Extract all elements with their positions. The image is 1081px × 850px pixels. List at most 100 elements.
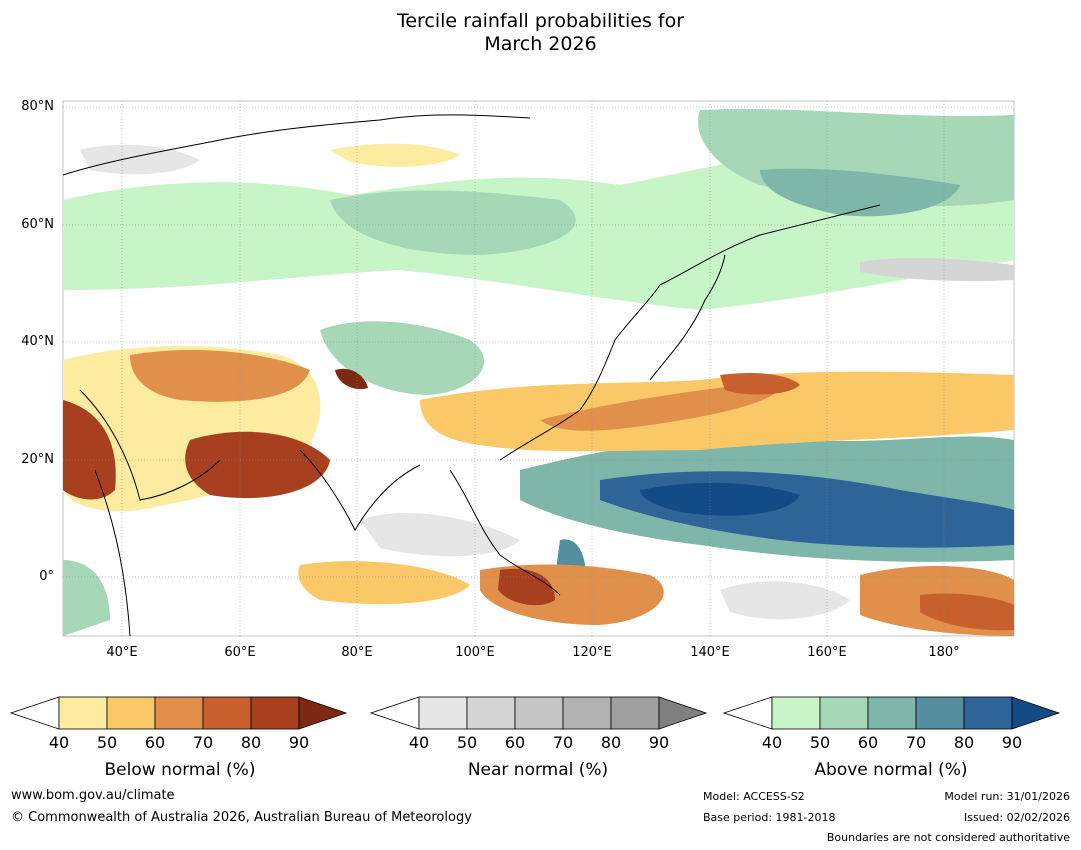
above-colorbar-tick: 90 [1001,733,1023,752]
coastline-japan [649,254,726,381]
title-line-1: Tercile rainfall probabilities for [396,10,685,32]
coastline-india [299,449,421,532]
near-colorbar-segment [514,696,564,730]
coastlines [62,114,881,637]
below-colorbar-min-arrow [10,696,60,730]
lon-label-60e: 60°E [224,645,256,660]
gridlines [63,101,1014,636]
near-colorbar-segment [562,696,612,730]
rainfall-probability-map [62,100,1015,637]
base-period-text: Base period: 1981-2018 [703,811,836,824]
near-colorbar-tick: 60 [504,733,526,752]
coastline-europe-russia [62,114,531,176]
above-colorbar-segment [867,696,917,730]
lon-label-180: 180° [928,645,960,660]
below-colorbar-tick: 80 [240,733,262,752]
coastline-arabia [79,389,221,501]
title-line-2: March 2026 [484,33,597,55]
near-colorbar-segment [610,696,660,730]
below-colorbar-tick: 90 [288,733,310,752]
near-colorbar-tick: 50 [456,733,478,752]
lon-label-100e: 100°E [455,645,495,660]
above-normal-region-pacific-max [640,482,800,516]
above-colorbar-tick: 50 [809,733,831,752]
below-colorbar-segment [202,696,252,730]
below-colorbar-segment [106,696,156,730]
above-normal-region-east-siberia [760,168,960,217]
above-colorbar-tick: 70 [905,733,927,752]
lat-label-60n: 60°N [21,217,54,232]
near-normal-colorbar [370,696,708,730]
below-normal-colorbar [10,696,348,730]
lat-label-20n: 20°N [21,452,54,467]
below-colorbar-segment [58,696,108,730]
lon-label-40e: 40°E [106,645,138,660]
near-normal-label: Near normal (%) [467,760,609,780]
model-run-text: Model run: 31/01/2026 [944,790,1070,803]
map-fields [63,108,1014,636]
lon-label-140e: 140°E [690,645,730,660]
near-colorbar-segment [418,696,468,730]
above-normal-colorbar-segments [723,696,1061,730]
above-colorbar-tick: 40 [761,733,783,752]
model-text: Model: ACCESS-S2 [703,790,805,803]
above-colorbar-segment [771,696,821,730]
near-colorbar-tick: 90 [648,733,670,752]
near-colorbar-tick: 80 [600,733,622,752]
above-colorbar-segment [819,696,869,730]
above-normal-colorbar [723,696,1061,730]
near-normal-region-arctic-coast [860,258,1014,282]
above-normal-region-africa [63,560,110,636]
near-normal-region-north [80,144,200,175]
lon-label-120e: 120°E [572,645,612,660]
chart-title: Tercile rainfall probabilities for March… [0,10,1081,56]
below-colorbar-tick: 50 [96,733,118,752]
near-normal-colorbar-segments [370,696,708,730]
above-colorbar-tick: 60 [857,733,879,752]
copyright-text: © Commonwealth of Australia 2026, Austra… [11,810,472,825]
boundaries-note: Boundaries are not considered authoritat… [826,831,1070,844]
below-normal-colorbar-segments [10,696,348,730]
above-normal-region-west-siberia [330,190,576,255]
below-normal-label: Below normal (%) [104,760,256,780]
near-colorbar-max-arrow [658,696,708,730]
below-colorbar-tick: 60 [144,733,166,752]
below-colorbar-tick: 70 [192,733,214,752]
issued-text: Issued: 02/02/2026 [963,811,1070,824]
below-normal-region-sumatra [498,568,555,606]
coastline-siberia-east [659,204,881,286]
below-colorbar-tick: 40 [48,733,70,752]
above-colorbar-segment [963,696,1013,730]
near-colorbar-tick: 70 [552,733,574,752]
near-normal-region-india [360,512,520,557]
above-colorbar-tick: 80 [953,733,975,752]
below-normal-region-kuroshio [720,373,800,395]
below-normal-region-arabia [63,400,116,500]
above-colorbar-max-arrow [1011,696,1061,730]
above-colorbar-min-arrow [723,696,773,730]
below-normal-region-indian-ocean [298,561,470,605]
near-normal-region-pacific-south [720,581,850,620]
below-colorbar-max-arrow [298,696,348,730]
near-colorbar-min-arrow [370,696,420,730]
below-normal-region-south-pacific-core [920,593,1014,631]
below-normal-region-arabian-sea [185,431,330,499]
lon-label-80e: 80°E [341,645,373,660]
near-colorbar-tick: 40 [408,733,430,752]
below-normal-region-east-china-sea [540,380,781,431]
below-normal-region-tibet [335,368,368,390]
above-colorbar-segment [915,696,965,730]
website-link[interactable]: www.bom.gov.au/climate [11,788,175,803]
below-normal-region-iran [130,350,310,402]
below-colorbar-segment [154,696,204,730]
below-normal-region-arctic [330,143,460,167]
above-normal-label: Above normal (%) [814,760,968,780]
coastline-china-east [499,284,661,461]
lon-label-160e: 160°E [807,645,847,660]
lat-label-80n: 80°N [21,99,54,114]
near-colorbar-segment [466,696,516,730]
lat-label-40n: 40°N [21,334,54,349]
below-colorbar-segment [250,696,300,730]
coastline-southeast-asia [449,469,561,596]
coastline-africa-east [94,469,131,637]
